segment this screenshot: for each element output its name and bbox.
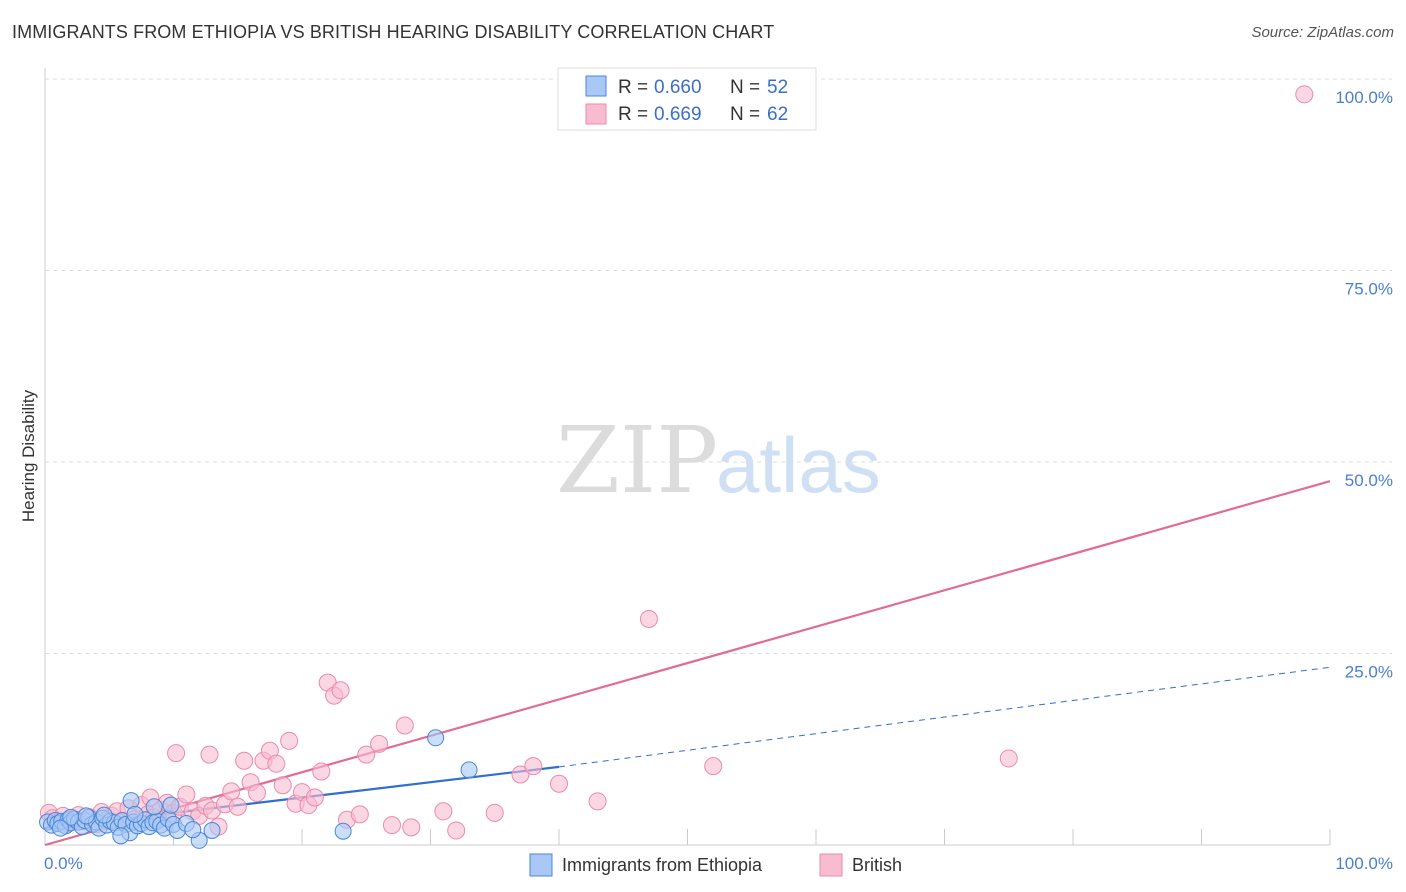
bottom-legend-swatch-ethiopia: [529, 853, 553, 877]
british-point: [447, 821, 466, 840]
legend-r-label-british: R =: [618, 104, 648, 125]
british-point: [248, 783, 267, 802]
british-point: [280, 731, 299, 750]
british-point: [1295, 85, 1314, 104]
ethiopia-point: [184, 821, 202, 839]
bottom-legend-ethiopia: Immigrants from Ethiopia: [562, 855, 763, 875]
british-point: [370, 734, 389, 753]
legend-r-value-british: 0.669: [654, 104, 702, 125]
ethiopia-point: [427, 729, 445, 747]
british-point: [357, 745, 376, 764]
british-point: [177, 785, 196, 804]
ethiopia-point: [126, 805, 144, 823]
british-point: [402, 818, 421, 837]
ethiopia-point: [145, 798, 163, 816]
x-tick-label: 0.0%: [44, 854, 83, 873]
british-point: [222, 782, 241, 801]
british-point: [639, 610, 658, 629]
legend-n-label-ethiopia: N =: [730, 77, 760, 98]
legend-swatch-ethiopia: [585, 75, 607, 97]
british-point: [331, 681, 350, 700]
ethiopia-point: [334, 822, 352, 840]
legend-r-value-ethiopia: 0.660: [654, 77, 702, 98]
legend-n-value-british: 62: [767, 104, 788, 125]
bottom-legend: Immigrants from Ethiopia British: [529, 853, 902, 877]
legend-n-value-ethiopia: 52: [767, 77, 788, 98]
british-point: [550, 774, 568, 793]
legend-r-label-ethiopia: R =: [618, 77, 648, 98]
ethiopia-point: [62, 808, 80, 826]
british-point: [511, 765, 530, 784]
y-tick-label: 75.0%: [1345, 280, 1393, 299]
british-point: [350, 805, 369, 824]
british-point: [167, 744, 186, 763]
british-point: [588, 792, 607, 811]
bottom-legend-british: British: [852, 855, 902, 875]
legend-n-label-british: N =: [730, 104, 760, 125]
y-axis-label: Hearing Disability: [19, 389, 38, 522]
british-point: [524, 757, 543, 776]
y-tick-label: 25.0%: [1345, 663, 1393, 682]
british-point: [704, 757, 723, 776]
british-point: [305, 788, 324, 807]
data-points: [39, 85, 1314, 849]
british-point: [235, 751, 254, 770]
ethiopia-point: [95, 806, 113, 824]
british-point: [382, 816, 401, 835]
bottom-legend-swatch-british: [819, 853, 843, 877]
watermark-atlas: atlas: [716, 421, 881, 509]
ethiopia-point: [77, 807, 95, 825]
ethiopia-trend-extension: [558, 666, 1331, 768]
y-tick-label: 100.0%: [1335, 88, 1393, 107]
top-legend: R = 0.660 N = 52 R = 0.669 N = 62: [557, 67, 817, 131]
ethiopia-point: [162, 796, 180, 814]
ethiopia-point: [203, 821, 221, 839]
british-point: [228, 797, 247, 816]
british-point: [485, 803, 504, 822]
ethiopia-point: [460, 761, 478, 779]
british-point: [200, 745, 219, 764]
british-point: [434, 802, 453, 821]
ethiopia-point: [51, 819, 69, 837]
british-point: [395, 716, 414, 735]
british-point: [999, 749, 1018, 768]
y-tick-label: 50.0%: [1345, 471, 1393, 490]
british-point: [312, 762, 331, 781]
british-point: [273, 776, 292, 795]
x-tick-label: 100.0%: [1335, 854, 1393, 873]
chart-title: IMMIGRANTS FROM ETHIOPIA VS BRITISH HEAR…: [12, 22, 775, 42]
ethiopia-point: [112, 827, 130, 845]
grid-lines: [45, 78, 1392, 654]
legend-swatch-british: [585, 103, 607, 125]
watermark-zip: ZIP: [556, 407, 718, 514]
source-label: Source: ZipAtlas.com: [1251, 24, 1394, 41]
british-point: [267, 754, 286, 773]
tick-labels: 100.0% 75.0% 50.0% 25.0% 0.0% 100.0%: [44, 88, 1393, 873]
